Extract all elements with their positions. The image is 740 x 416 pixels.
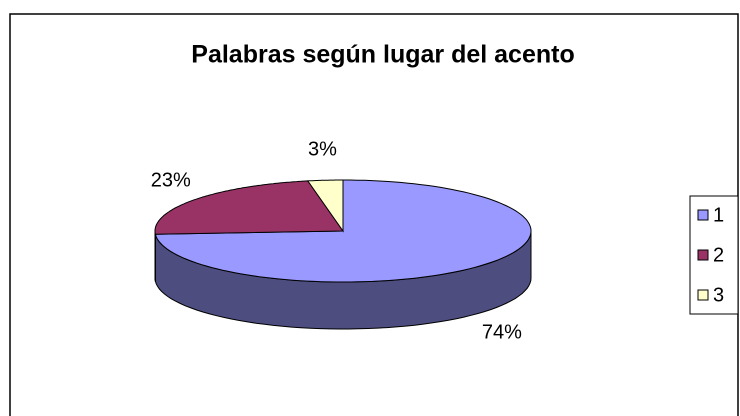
pie-slice: [154, 180, 344, 235]
legend-label: 3: [713, 284, 724, 306]
data-label: 3%: [308, 139, 337, 161]
legend-label: 2: [713, 244, 724, 266]
pie-slice: [306, 179, 344, 233]
legend-swatch: [697, 289, 709, 301]
legend-label: 1: [713, 204, 724, 226]
legend-swatch: [697, 249, 709, 261]
data-label: 23%: [151, 170, 191, 192]
chart-title: Palabras según lugar del acento: [191, 41, 574, 69]
legend-swatch: [697, 209, 709, 221]
data-label: 74%: [482, 322, 522, 344]
